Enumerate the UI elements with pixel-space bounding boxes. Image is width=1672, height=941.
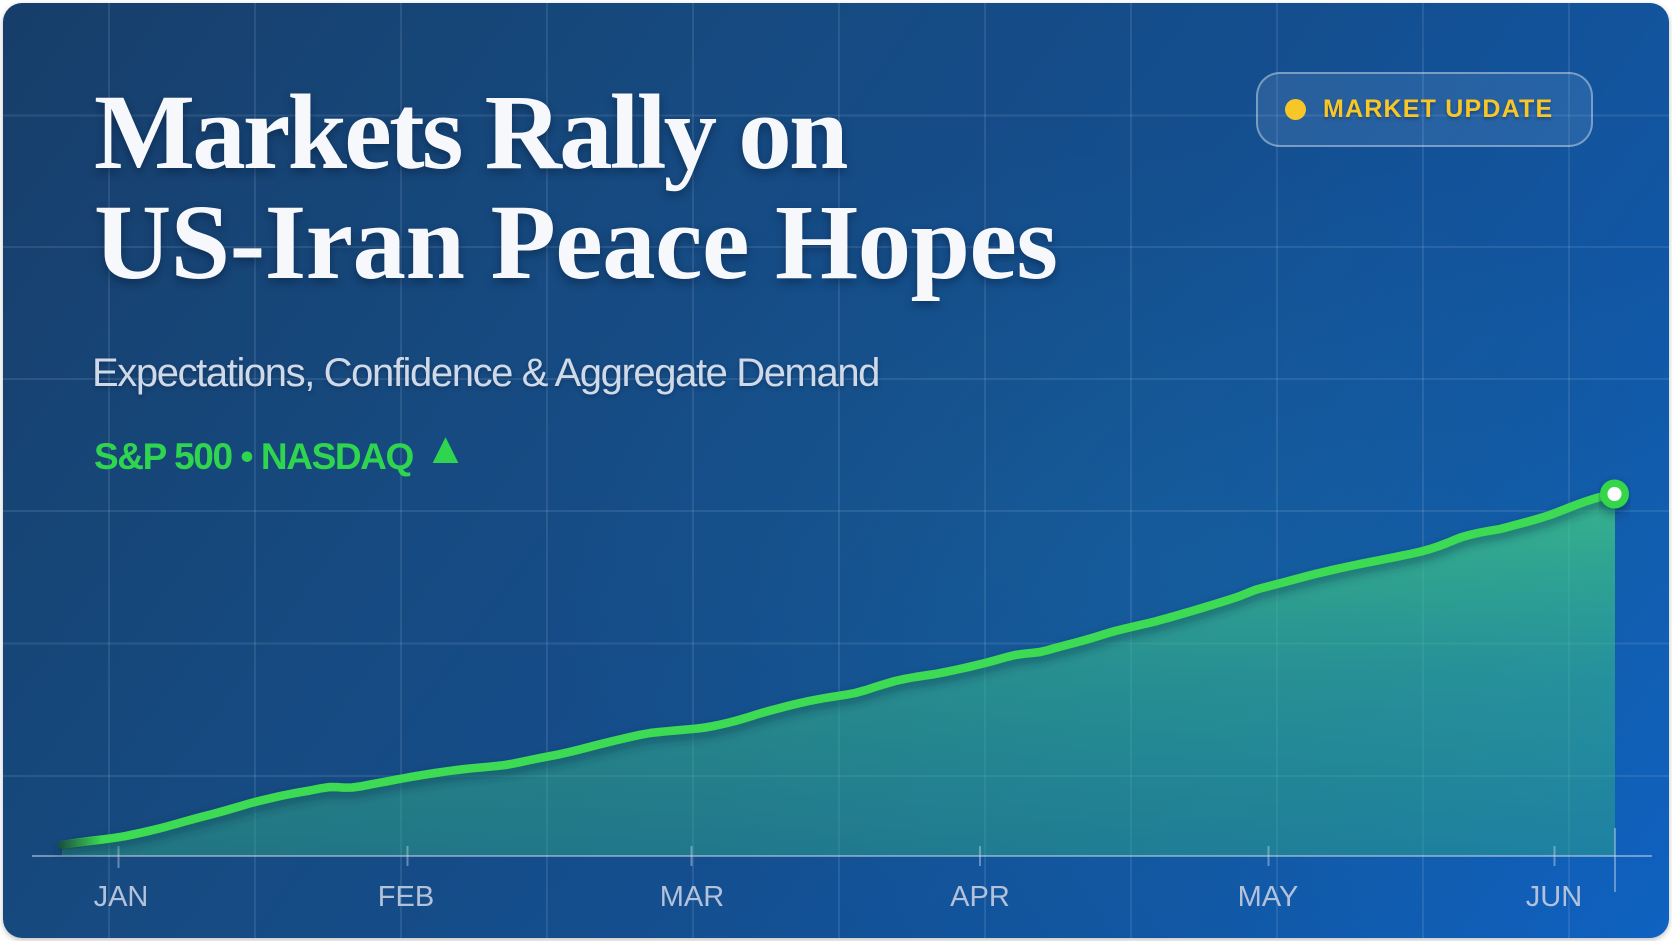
svg-text:MAY: MAY	[1238, 881, 1299, 913]
svg-text:JUN: JUN	[1526, 881, 1582, 913]
svg-text:APR: APR	[950, 881, 1010, 913]
svg-text:JAN: JAN	[94, 881, 149, 913]
svg-text:FEB: FEB	[378, 881, 434, 913]
svg-text:MAR: MAR	[660, 881, 724, 913]
